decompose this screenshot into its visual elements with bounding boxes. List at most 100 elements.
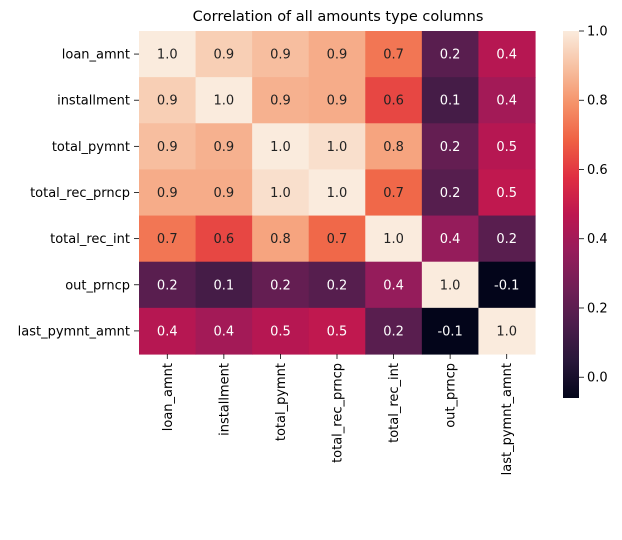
colorbar-tick-label: 1.0	[587, 25, 608, 40]
heatmap-cell-installment-loan-amnt	[139, 77, 197, 124]
heatmap-cell-loan-amnt-out-prncp	[421, 31, 480, 78]
heatmap-cell-loan-amnt-installment	[195, 31, 253, 78]
heatmap-cell-total-rec-int-last-pymnt-amnt	[478, 215, 536, 263]
heatmap-cell-last-pymnt-amnt-out-prncp	[421, 307, 480, 355]
heatmap-cell-total-pymnt-total-rec-prncp	[308, 123, 366, 171]
cell-value-label: 0.2	[383, 324, 404, 339]
heatmap-cell-out-prncp-total-rec-int	[365, 261, 423, 309]
cell-value-label: 0.9	[327, 48, 348, 63]
heatmap-cell-out-prncp-installment	[195, 261, 253, 309]
colorbar-tick-label: 0.2	[587, 301, 608, 316]
cell-value-label: 0.8	[383, 140, 404, 155]
row-tick-labels: loan_amnt installment total_pymnt total_rec…	[18, 48, 139, 339]
cell-value-label: -0.1	[437, 324, 462, 339]
cell-value-label: 0.5	[327, 324, 348, 339]
cell-value-label: 1.0	[270, 186, 291, 201]
cell-value-label: 0.2	[440, 186, 461, 201]
colorbar-ticks: 0.0 0.2 0.4 0.6 0.8 1.0	[579, 25, 608, 386]
cell-value-label: 1.0	[440, 278, 461, 293]
colorbar-gradient	[563, 31, 579, 398]
heatmap-cell-total-pymnt-total-pymnt	[252, 123, 310, 171]
heatmap-cell-loan-amnt-total-rec-prncp	[308, 31, 366, 78]
cell-value-label: 0.2	[440, 140, 461, 155]
heatmap-cell-total-rec-prncp-last-pymnt-amnt	[478, 169, 536, 217]
heatmap-cell-total-rec-prncp-total-rec-int	[365, 169, 423, 217]
cell-value-label: 0.7	[157, 232, 178, 247]
column-label-out-prncp: out_prncp	[444, 363, 459, 428]
cell-value-label: 0.4	[214, 324, 235, 339]
cell-value-label: 0.5	[496, 140, 517, 155]
cell-value-label: 0.5	[270, 324, 291, 339]
cell-value-label: 0.9	[214, 48, 235, 63]
heatmap-cell-last-pymnt-amnt-last-pymnt-amnt	[478, 307, 536, 355]
cell-value-label: 0.1	[440, 94, 461, 109]
cell-value-label: 0.9	[270, 94, 291, 109]
cell-value-label: 0.7	[327, 232, 348, 247]
heatmap-cell-out-prncp-loan-amnt	[139, 261, 197, 309]
heatmap-cell-total-rec-int-out-prncp	[421, 215, 480, 263]
heatmap-cell-total-rec-int-loan-amnt	[139, 215, 197, 263]
column-label-total-rec-prncp: total_rec_prncp	[330, 363, 345, 463]
cell-value-label: 0.9	[157, 94, 178, 109]
cell-value-label: 0.7	[383, 186, 404, 201]
heatmap-cell-last-pymnt-amnt-installment	[195, 307, 253, 355]
cell-value-label: 0.8	[270, 232, 291, 247]
heatmap-cell-installment-total-pymnt	[252, 77, 310, 124]
cell-value-label: 0.9	[214, 140, 235, 155]
colorbar-tick-label: 0.6	[587, 163, 608, 178]
cell-value-label: 1.0	[327, 140, 348, 155]
cell-value-label: 0.9	[214, 186, 235, 201]
row-label-out-prncp: out_prncp	[65, 278, 130, 293]
heatmap-cell-total-pymnt-total-rec-int	[365, 123, 423, 171]
cell-value-label: 0.7	[383, 48, 404, 63]
row-label-loan-amnt: loan_amnt	[62, 48, 130, 63]
cell-value-label: -0.1	[494, 278, 519, 293]
heatmap-cell-out-prncp-total-rec-prncp	[308, 261, 366, 309]
heatmap-cell-total-rec-prncp-out-prncp	[421, 169, 480, 217]
cell-value-label: 0.9	[157, 140, 178, 155]
column-label-last-pymnt-amnt: last_pymnt_amnt	[500, 363, 515, 475]
heatmap-cell-total-rec-prncp-total-pymnt	[252, 169, 310, 217]
cell-value-label: 0.2	[440, 48, 461, 63]
cell-value-label: 0.1	[214, 278, 235, 293]
heatmap-cell-total-rec-prncp-installment	[195, 169, 253, 217]
heatmap-cell-out-prncp-out-prncp	[421, 261, 480, 309]
column-label-total-pymnt: total_pymnt	[274, 363, 289, 441]
cell-value-label: 0.4	[496, 94, 517, 109]
row-label-installment: installment	[57, 94, 130, 109]
heatmap-cell-loan-amnt-total-pymnt	[252, 31, 310, 78]
cell-value-label: 0.5	[496, 186, 517, 201]
cell-value-label: 1.0	[496, 324, 517, 339]
cell-value-label: 1.0	[157, 48, 178, 63]
heatmap-cell-total-rec-prncp-loan-amnt	[139, 169, 197, 217]
cell-value-label: 1.0	[327, 186, 348, 201]
heatmap-cell-installment-total-rec-int	[365, 77, 423, 124]
heatmap-cell-total-rec-prncp-total-rec-prncp	[308, 169, 366, 217]
row-label-total-pymnt: total_pymnt	[52, 140, 130, 155]
heatmap-cell-total-rec-int-installment	[195, 215, 253, 263]
heatmap-cell-loan-amnt-loan-amnt	[139, 31, 197, 78]
cell-value-label: 0.9	[270, 48, 291, 63]
cell-value-label: 1.0	[270, 140, 291, 155]
cell-value-label: 0.2	[157, 278, 178, 293]
heatmap-cell-last-pymnt-amnt-total-rec-int	[365, 307, 423, 355]
cell-value-label: 0.6	[214, 232, 235, 247]
colorbar-tick-label: 0.0	[587, 371, 608, 386]
cell-value-label: 0.2	[496, 232, 517, 247]
cell-value-label: 0.6	[383, 94, 404, 109]
heatmap-cell-total-rec-int-total-rec-int	[365, 215, 423, 263]
heatmap-cell-last-pymnt-amnt-total-rec-prncp	[308, 307, 366, 355]
heatmap-cell-total-pymnt-installment	[195, 123, 253, 171]
heatmap-cell-installment-out-prncp	[421, 77, 480, 124]
row-label-total-rec-prncp: total_rec_prncp	[30, 186, 130, 201]
heatmap-cell-total-pymnt-loan-amnt	[139, 123, 197, 171]
heatmap-cells: 1.0 0.9 0.9 0.9 0.7 0.2 0.4 0.9 1.0 0.9 0.9 0.6 0.1 0…	[139, 31, 536, 355]
heatmap-cell-loan-amnt-total-rec-int	[365, 31, 423, 78]
heatmap-cell-total-rec-int-total-rec-prncp	[308, 215, 366, 263]
column-label-installment: installment	[217, 363, 232, 436]
colorbar-tick-label: 0.4	[587, 232, 608, 247]
chart-title: Correlation of all amounts type columns	[193, 9, 484, 25]
heatmap-cell-installment-last-pymnt-amnt	[478, 77, 536, 124]
heatmap-cell-total-pymnt-out-prncp	[421, 123, 480, 171]
